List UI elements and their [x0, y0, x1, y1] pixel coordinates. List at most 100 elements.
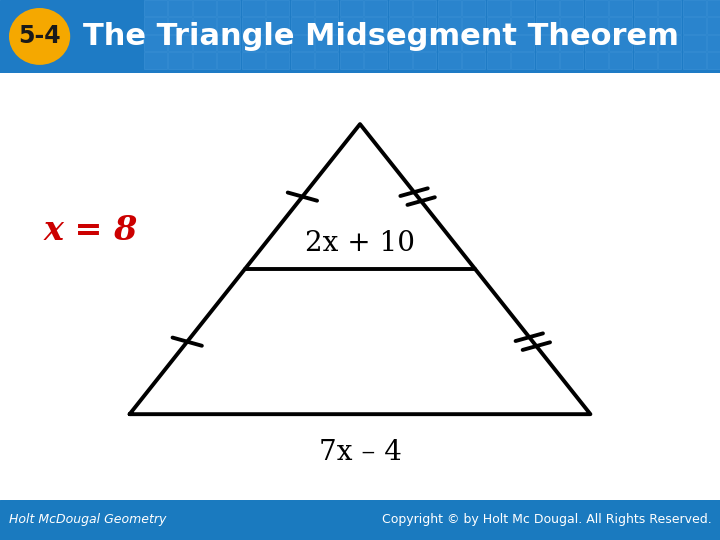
FancyBboxPatch shape [585, 17, 608, 33]
FancyBboxPatch shape [634, 17, 657, 33]
FancyBboxPatch shape [340, 52, 363, 69]
FancyBboxPatch shape [389, 35, 412, 51]
FancyBboxPatch shape [168, 35, 192, 51]
FancyBboxPatch shape [315, 0, 338, 16]
FancyBboxPatch shape [609, 17, 632, 33]
FancyBboxPatch shape [609, 0, 632, 16]
FancyBboxPatch shape [389, 0, 412, 16]
FancyBboxPatch shape [683, 52, 706, 69]
FancyBboxPatch shape [634, 52, 657, 69]
FancyBboxPatch shape [168, 17, 192, 33]
FancyBboxPatch shape [413, 0, 436, 16]
FancyBboxPatch shape [462, 35, 485, 51]
FancyBboxPatch shape [315, 35, 338, 51]
FancyBboxPatch shape [536, 0, 559, 16]
FancyBboxPatch shape [315, 17, 338, 33]
FancyBboxPatch shape [364, 17, 387, 33]
FancyBboxPatch shape [536, 17, 559, 33]
FancyBboxPatch shape [487, 35, 510, 51]
FancyBboxPatch shape [634, 35, 657, 51]
FancyBboxPatch shape [438, 0, 461, 16]
FancyBboxPatch shape [511, 35, 534, 51]
FancyBboxPatch shape [217, 0, 240, 16]
FancyBboxPatch shape [585, 0, 608, 16]
FancyBboxPatch shape [242, 0, 265, 16]
FancyBboxPatch shape [193, 52, 216, 69]
FancyBboxPatch shape [658, 17, 681, 33]
FancyBboxPatch shape [658, 0, 681, 16]
FancyBboxPatch shape [413, 17, 436, 33]
Text: 2x + 10: 2x + 10 [305, 230, 415, 257]
FancyBboxPatch shape [291, 35, 314, 51]
FancyBboxPatch shape [266, 35, 289, 51]
FancyBboxPatch shape [560, 17, 583, 33]
Text: x = 8: x = 8 [43, 214, 138, 247]
FancyBboxPatch shape [438, 52, 461, 69]
FancyBboxPatch shape [585, 52, 608, 69]
FancyBboxPatch shape [609, 35, 632, 51]
FancyBboxPatch shape [487, 52, 510, 69]
FancyBboxPatch shape [560, 52, 583, 69]
FancyBboxPatch shape [266, 0, 289, 16]
FancyBboxPatch shape [217, 35, 240, 51]
Ellipse shape [9, 8, 71, 65]
FancyBboxPatch shape [511, 0, 534, 16]
FancyBboxPatch shape [364, 52, 387, 69]
FancyBboxPatch shape [193, 17, 216, 33]
FancyBboxPatch shape [487, 17, 510, 33]
FancyBboxPatch shape [462, 52, 485, 69]
FancyBboxPatch shape [144, 17, 167, 33]
FancyBboxPatch shape [266, 17, 289, 33]
FancyBboxPatch shape [242, 52, 265, 69]
FancyBboxPatch shape [144, 0, 167, 16]
FancyBboxPatch shape [193, 35, 216, 51]
FancyBboxPatch shape [683, 17, 706, 33]
Text: 5-4: 5-4 [18, 24, 61, 49]
Text: Copyright © by Holt Mc Dougal. All Rights Reserved.: Copyright © by Holt Mc Dougal. All Right… [382, 513, 711, 526]
FancyBboxPatch shape [340, 35, 363, 51]
FancyBboxPatch shape [438, 17, 461, 33]
FancyBboxPatch shape [536, 35, 559, 51]
FancyBboxPatch shape [291, 17, 314, 33]
FancyBboxPatch shape [683, 35, 706, 51]
FancyBboxPatch shape [291, 0, 314, 16]
FancyBboxPatch shape [707, 0, 720, 16]
FancyBboxPatch shape [487, 0, 510, 16]
FancyBboxPatch shape [217, 52, 240, 69]
FancyBboxPatch shape [389, 17, 412, 33]
FancyBboxPatch shape [364, 0, 387, 16]
FancyBboxPatch shape [144, 35, 167, 51]
FancyBboxPatch shape [193, 0, 216, 16]
FancyBboxPatch shape [707, 52, 720, 69]
FancyBboxPatch shape [168, 52, 192, 69]
FancyBboxPatch shape [536, 52, 559, 69]
FancyBboxPatch shape [389, 52, 412, 69]
FancyBboxPatch shape [144, 52, 167, 69]
FancyBboxPatch shape [340, 0, 363, 16]
FancyBboxPatch shape [511, 17, 534, 33]
FancyBboxPatch shape [609, 52, 632, 69]
Text: The Triangle Midsegment Theorem: The Triangle Midsegment Theorem [83, 22, 679, 51]
FancyBboxPatch shape [315, 52, 338, 69]
FancyBboxPatch shape [707, 35, 720, 51]
FancyBboxPatch shape [291, 52, 314, 69]
FancyBboxPatch shape [364, 35, 387, 51]
Text: Holt McDougal Geometry: Holt McDougal Geometry [9, 513, 166, 526]
FancyBboxPatch shape [413, 52, 436, 69]
FancyBboxPatch shape [560, 0, 583, 16]
FancyBboxPatch shape [462, 0, 485, 16]
FancyBboxPatch shape [585, 35, 608, 51]
FancyBboxPatch shape [658, 35, 681, 51]
FancyBboxPatch shape [266, 52, 289, 69]
FancyBboxPatch shape [560, 35, 583, 51]
FancyBboxPatch shape [242, 35, 265, 51]
FancyBboxPatch shape [658, 52, 681, 69]
FancyBboxPatch shape [217, 17, 240, 33]
FancyBboxPatch shape [462, 17, 485, 33]
FancyBboxPatch shape [413, 35, 436, 51]
Text: 7x – 4: 7x – 4 [318, 439, 402, 466]
FancyBboxPatch shape [683, 0, 706, 16]
FancyBboxPatch shape [438, 35, 461, 51]
FancyBboxPatch shape [511, 52, 534, 69]
FancyBboxPatch shape [168, 0, 192, 16]
